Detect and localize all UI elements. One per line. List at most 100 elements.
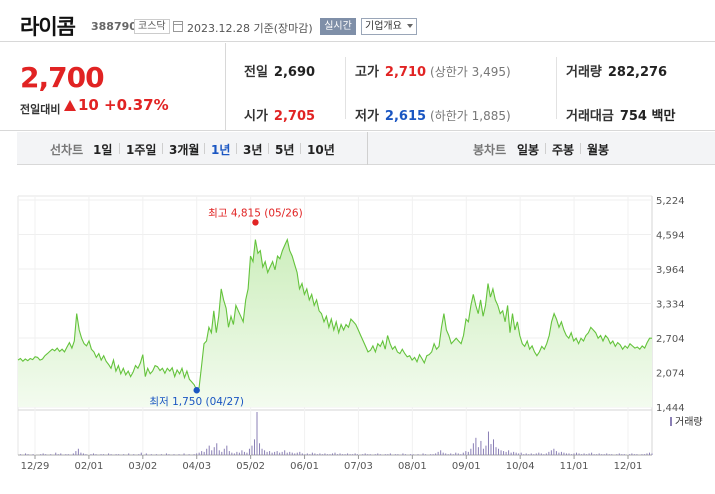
candle-daily[interactable]: 일봉 — [517, 143, 540, 157]
volume-bar — [498, 448, 500, 455]
current-price: 2,700 — [20, 61, 105, 94]
volume-bar — [269, 451, 271, 455]
change-percent: +0.37% — [104, 96, 169, 114]
candle-weekly[interactable]: 주봉 — [552, 143, 575, 157]
volume-bar — [576, 452, 578, 455]
chart-period-bar: 선차트 1일 1주일 3개월 1년 3년 5년 10년 봉차트 일봉 주봉 월봉 — [17, 132, 715, 165]
volume-bar — [183, 453, 185, 455]
volume-bar — [342, 454, 344, 455]
volume-bar — [583, 453, 585, 455]
volume-bar — [271, 452, 273, 455]
amount-value: 754 백만 — [619, 109, 676, 124]
volume-bar — [563, 452, 565, 455]
volume-bar — [513, 451, 515, 455]
low-point-marker — [193, 387, 200, 394]
volume-bar — [289, 451, 291, 455]
volume-bar — [618, 453, 620, 455]
volume-bar — [550, 450, 552, 455]
y-axis: 1,444 2,074 2,704 3,334 3,964 4,594 5,224 — [656, 196, 685, 414]
low-value: 2,615 — [384, 109, 427, 124]
period-10year[interactable]: 10년 — [307, 143, 335, 157]
volume-bar — [274, 451, 276, 455]
divider — [204, 143, 205, 154]
volume-bar — [623, 454, 625, 455]
volume-bar — [25, 453, 27, 455]
volume-bar — [460, 454, 462, 455]
volume-bar — [462, 452, 464, 455]
volume-bar — [440, 450, 442, 455]
volume-bar — [633, 454, 635, 455]
volume-bar — [281, 451, 283, 455]
volume-bar — [226, 445, 228, 455]
volume-bar — [246, 452, 248, 455]
volume-bar — [560, 451, 562, 455]
period-3year[interactable]: 3년 — [243, 143, 263, 157]
volume-bar — [636, 454, 638, 455]
high-point-marker — [252, 219, 259, 226]
chart-area — [17, 237, 652, 407]
period-3month[interactable]: 3개월 — [169, 143, 200, 157]
volume-bar — [206, 448, 208, 455]
period-1day[interactable]: 1일 — [93, 143, 113, 157]
volume-bar — [603, 454, 605, 455]
volume-bar — [118, 454, 120, 455]
period-5year[interactable]: 5년 — [275, 143, 295, 157]
line-chart-label: 선차트 — [50, 143, 84, 157]
volume-bar — [165, 453, 167, 455]
volume-bar — [631, 453, 633, 455]
volume-bar — [485, 445, 487, 455]
chart-annotations: 최고 4,815 (05/26) 최저 1,750 (04/27) — [149, 207, 302, 408]
company-overview-dropdown[interactable]: 기업개요 — [361, 18, 417, 35]
volume-bar — [294, 453, 296, 455]
company-overview-label: 기업개요 — [365, 21, 402, 32]
volume-bar — [253, 439, 255, 455]
y-tick-label: 3,334 — [656, 300, 685, 311]
x-tick-label: 06/01 — [290, 461, 319, 472]
volume-bar — [349, 454, 351, 455]
divider — [119, 143, 120, 154]
realtime-button[interactable]: 실시간 — [320, 18, 356, 35]
up-triangle-icon — [64, 100, 76, 111]
prev-close-label: 전일 — [244, 65, 268, 80]
period-1year[interactable]: 1년 — [211, 143, 231, 157]
volume-bar — [201, 451, 203, 455]
stock-header: 라이콤 388790 코스닥 2023.12.28 기준(장마감) 실시간 기업… — [0, 0, 715, 42]
high-value: 2,710 — [384, 65, 427, 80]
volume-bar — [457, 453, 459, 455]
volume-bar — [221, 451, 223, 455]
divider — [300, 143, 301, 154]
volume-bar — [286, 452, 288, 455]
volume-bar — [543, 454, 545, 455]
y-tick-label: 5,224 — [656, 196, 685, 207]
volume-bar — [231, 452, 233, 455]
volume-bar — [480, 440, 482, 455]
volume-bar — [108, 453, 110, 455]
volume-bar — [555, 451, 557, 455]
volume-bar — [367, 454, 369, 455]
x-tick-label: 03/02 — [128, 461, 157, 472]
candle-monthly[interactable]: 월봉 — [587, 143, 610, 157]
volume-bar — [291, 452, 293, 455]
volume-bar — [198, 452, 200, 455]
volume-bar — [475, 437, 477, 455]
volume-bar — [523, 454, 525, 455]
volume-bar — [628, 454, 630, 455]
volume-bar — [95, 454, 97, 455]
open-cell: 시가 2,705 — [244, 105, 315, 124]
volume-bar — [412, 454, 414, 455]
volume-bar — [621, 454, 623, 455]
volume-bar — [596, 454, 598, 455]
volume-bar — [316, 454, 318, 455]
volume-bar — [611, 454, 613, 455]
volume-bar — [75, 451, 77, 455]
volume-bar — [331, 453, 333, 455]
x-tick-label: 02/01 — [74, 461, 103, 472]
current-price-box: 2,700 전일대비 10 +0.37% — [0, 43, 226, 131]
market-badge: 코스닥 — [134, 19, 170, 34]
y-tick-label: 4,594 — [656, 231, 685, 242]
base-date: 2023.12.28 기준(장마감) — [187, 22, 313, 35]
high-label: 고가 — [355, 65, 379, 80]
volume-bar — [578, 453, 580, 455]
volume-bar — [397, 454, 399, 455]
period-1week[interactable]: 1주일 — [126, 143, 157, 157]
